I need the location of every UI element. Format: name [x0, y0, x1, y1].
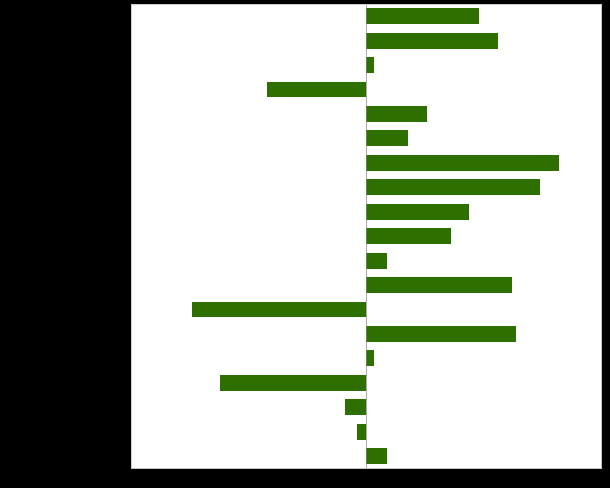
Bar — [366, 204, 469, 220]
Bar — [267, 82, 366, 98]
Bar — [366, 278, 512, 293]
Bar — [345, 400, 366, 415]
Bar — [366, 351, 373, 366]
Bar — [366, 107, 427, 122]
Bar — [366, 9, 479, 25]
Bar — [357, 424, 366, 440]
Bar — [366, 180, 540, 196]
Bar — [366, 131, 408, 147]
Bar — [366, 58, 373, 74]
Bar — [366, 156, 559, 171]
Bar — [220, 375, 366, 391]
Bar — [366, 229, 451, 244]
Bar — [366, 253, 387, 269]
Bar — [192, 302, 366, 318]
Bar — [366, 448, 387, 464]
Bar — [366, 34, 498, 49]
Bar — [366, 326, 516, 342]
